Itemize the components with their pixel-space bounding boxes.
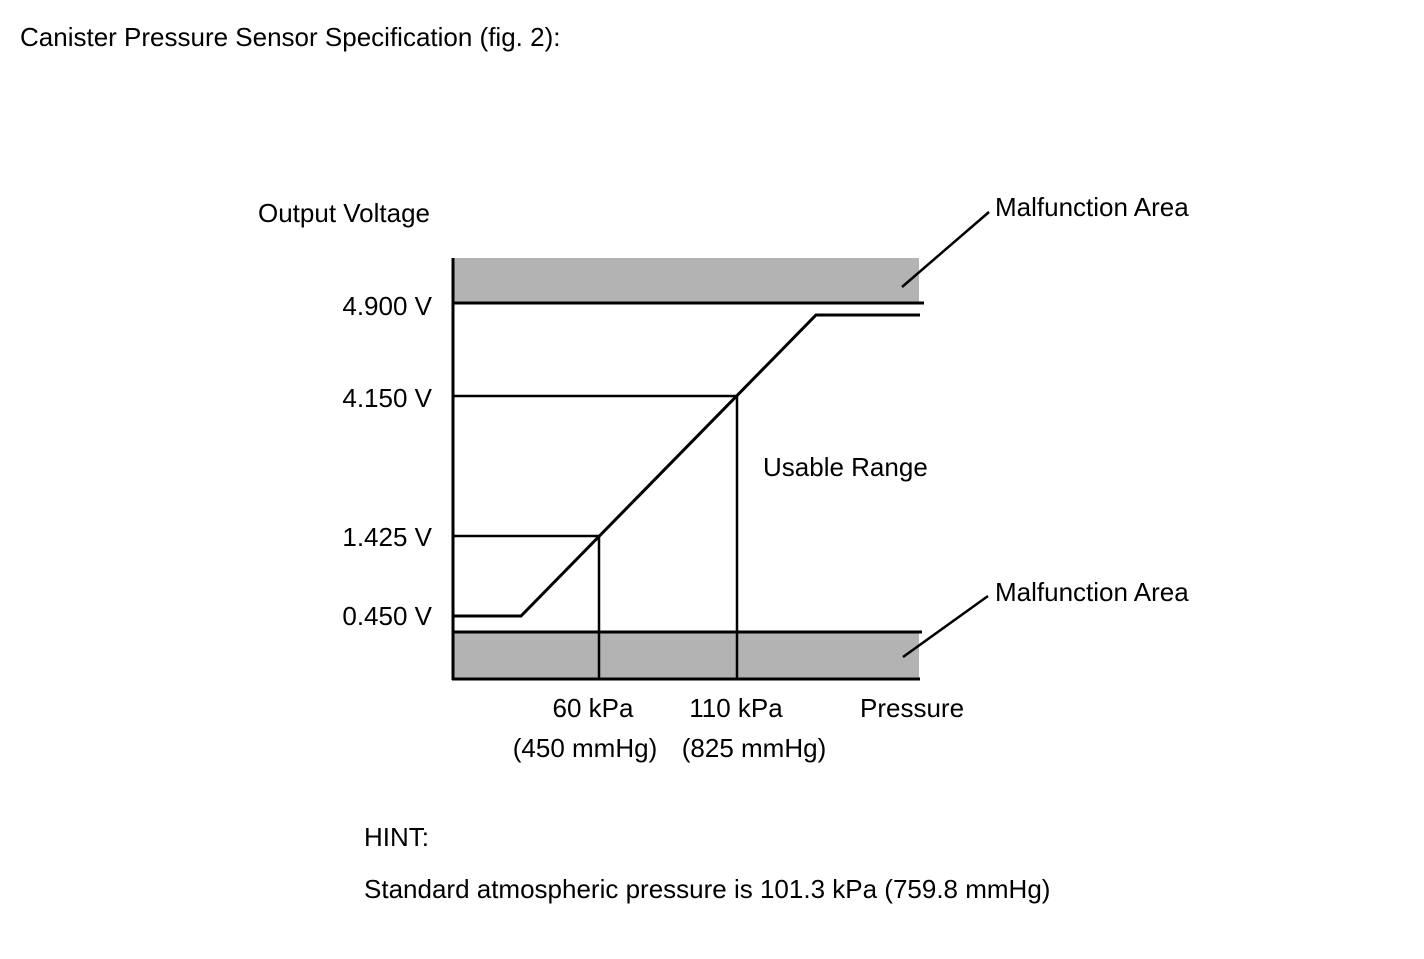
- usable-range-label: Usable Range: [763, 452, 928, 482]
- lower-malfunction-band: [453, 632, 919, 679]
- hint-title: HINT:: [364, 822, 429, 852]
- hint-text: Standard atmospheric pressure is 101.3 k…: [364, 874, 1050, 904]
- pressure-tick-110kpa: 110 kPa: [689, 693, 783, 723]
- output-voltage-curve: [453, 313, 920, 618]
- upper-malfunction-leader: [901, 211, 990, 288]
- pressure-tick-60kpa: 60 kPa: [553, 693, 634, 723]
- upper-malfunction-band: [453, 258, 919, 303]
- voltage-tick-4900: 4.900 V: [342, 291, 432, 321]
- voltage-tick-0450: 0.450 V: [342, 601, 432, 631]
- pressure-tick-60kpa-mmhg: (450 mmHg): [513, 733, 657, 763]
- pressure-tick-110kpa-mmhg: (825 mmHg): [682, 733, 826, 763]
- lower-malfunction-leader: [902, 594, 989, 659]
- figure-caption: Canister Pressure Sensor Specification (…: [20, 22, 560, 52]
- voltage-tick-1425: 1.425 V: [342, 522, 432, 552]
- x-axis-label: Pressure: [860, 693, 964, 723]
- voltage-tick-4150: 4.150 V: [342, 383, 432, 413]
- y-axis-label: Output Voltage: [258, 198, 430, 228]
- upper-malfunction-label: Malfunction Area: [995, 192, 1189, 222]
- lower-malfunction-label: Malfunction Area: [995, 577, 1189, 607]
